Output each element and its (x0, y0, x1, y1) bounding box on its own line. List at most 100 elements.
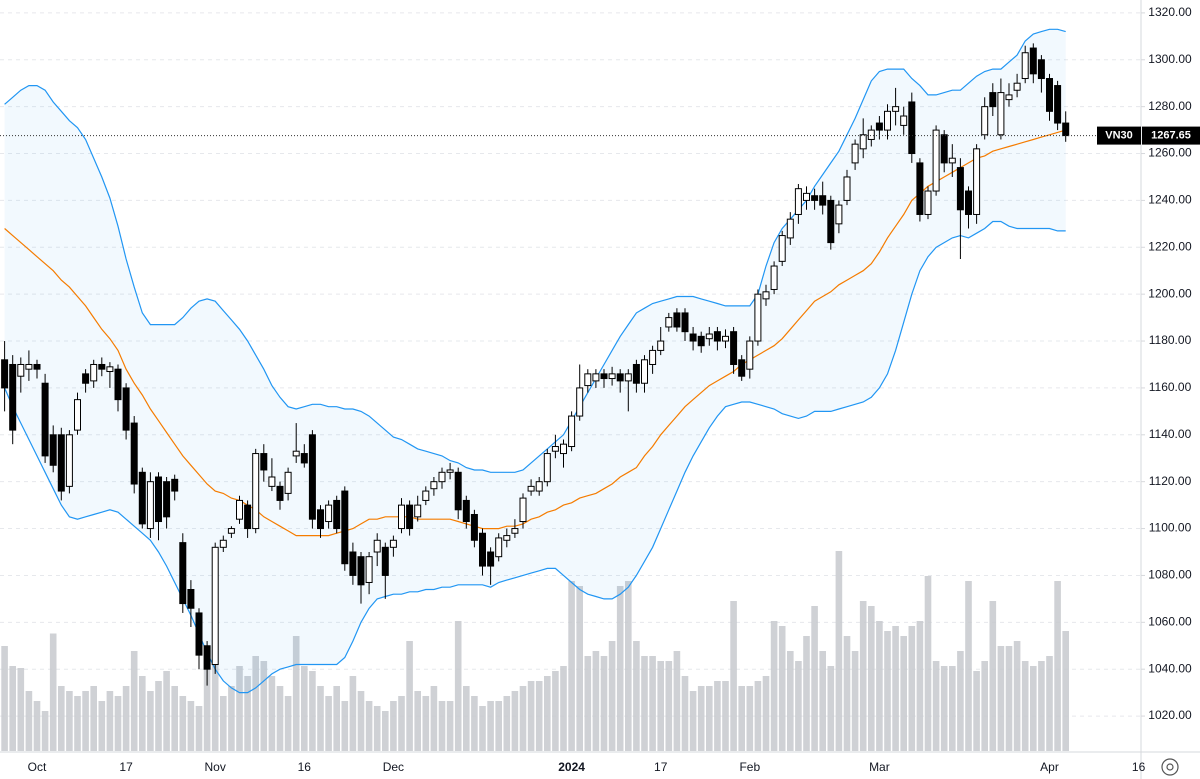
volume-bar (1005, 646, 1013, 751)
volume-bar (211, 651, 219, 751)
candle-body (551, 446, 559, 452)
x-tick-label: Feb (739, 760, 760, 774)
volume-bar (114, 696, 122, 751)
volume-bar (284, 696, 292, 751)
volume-bar (535, 681, 543, 751)
candle-body (1054, 85, 1062, 124)
settings-icon-center[interactable] (1166, 763, 1174, 771)
volume-bar (665, 661, 673, 751)
price-tag (1142, 126, 1200, 145)
volume-bar (949, 666, 956, 751)
candle-body (584, 373, 592, 387)
y-tick-label: 1200.00 (1148, 286, 1192, 300)
candle-body (965, 190, 972, 215)
candle-body (770, 265, 778, 290)
volume-bar (333, 686, 340, 751)
volume-bar (49, 633, 57, 751)
volume-bar (900, 636, 907, 751)
volume-bar (1021, 661, 1029, 751)
candle-body (786, 218, 794, 239)
volume-bar (657, 661, 664, 751)
volume-bar (762, 676, 770, 751)
volume-bar (924, 576, 932, 751)
x-tick-label: Apr (1040, 760, 1059, 774)
candle-body (333, 499, 341, 530)
volume-bar (17, 668, 25, 751)
volume-bar (787, 651, 794, 751)
volume-bar (568, 581, 575, 751)
candle-body (673, 312, 681, 328)
volume-bar (139, 676, 146, 751)
volume-bar (220, 696, 227, 751)
candle-body (1046, 78, 1053, 112)
volume-bar (819, 651, 826, 751)
volume-bar (552, 671, 559, 751)
candle-body (33, 363, 41, 370)
volume-bar (163, 671, 170, 751)
candle-body (762, 291, 770, 300)
volume-bar (454, 621, 462, 751)
settings-button[interactable] (1161, 758, 1179, 776)
volume-bar (58, 686, 65, 751)
candle-body (236, 499, 243, 520)
y-tick-label: 1180.00 (1149, 333, 1192, 347)
volume-bar (41, 711, 49, 751)
candle-body (317, 509, 324, 530)
volume-bar (876, 621, 883, 751)
volume (1, 551, 1069, 751)
candle-body (41, 382, 49, 457)
candle-body (851, 143, 859, 164)
x-tick-label: 16 (298, 760, 312, 774)
y-tick-label: 1080.00 (1148, 568, 1192, 582)
y-tick-label: 1060.00 (1148, 614, 1192, 628)
candle-body (884, 110, 891, 131)
volume-bar (228, 686, 235, 751)
volume-bar (625, 581, 632, 751)
candle-body (738, 359, 746, 377)
volume-bar (673, 651, 681, 751)
volume-bar (301, 666, 308, 751)
candle-body (57, 434, 65, 492)
candle-body (179, 542, 187, 605)
candle-body (657, 340, 665, 351)
candle-body (292, 450, 300, 457)
x-axis-background (0, 752, 1200, 779)
volume-bar (843, 636, 851, 751)
candle-body (268, 476, 276, 487)
candle-body (479, 532, 486, 567)
volume-bar (325, 696, 332, 751)
candle-body (308, 434, 316, 520)
candle-body (219, 539, 227, 548)
volume-bar (778, 626, 786, 751)
y-tick-label: 1120.00 (1149, 474, 1192, 488)
candle-body (940, 134, 948, 164)
candle-body (195, 612, 203, 656)
candle-body (989, 92, 997, 108)
volume-bar (592, 651, 600, 751)
candle-body (778, 235, 786, 262)
volume-bar (503, 696, 511, 751)
volume-bar (268, 676, 276, 751)
settings-icon[interactable] (1161, 758, 1179, 776)
candle-body (146, 481, 154, 530)
candle-body (82, 373, 90, 384)
volume-bar (957, 651, 964, 751)
volume-bar (398, 696, 405, 751)
candle-body (406, 504, 414, 530)
volume-bar (584, 656, 592, 751)
candle-body (1021, 52, 1029, 80)
volume-bar (965, 581, 972, 751)
candle-body (649, 349, 657, 365)
volume-bar (1030, 666, 1037, 751)
volume-bar (471, 696, 478, 751)
volume-bar (803, 636, 810, 751)
candle-body (187, 589, 195, 609)
volume-bar (74, 696, 81, 751)
volume-bar (746, 686, 754, 751)
volume-bar (616, 586, 624, 751)
volume-bar (835, 551, 843, 751)
volume-bar (463, 686, 470, 751)
volume-bar (422, 696, 430, 751)
volume-bar (479, 706, 486, 751)
